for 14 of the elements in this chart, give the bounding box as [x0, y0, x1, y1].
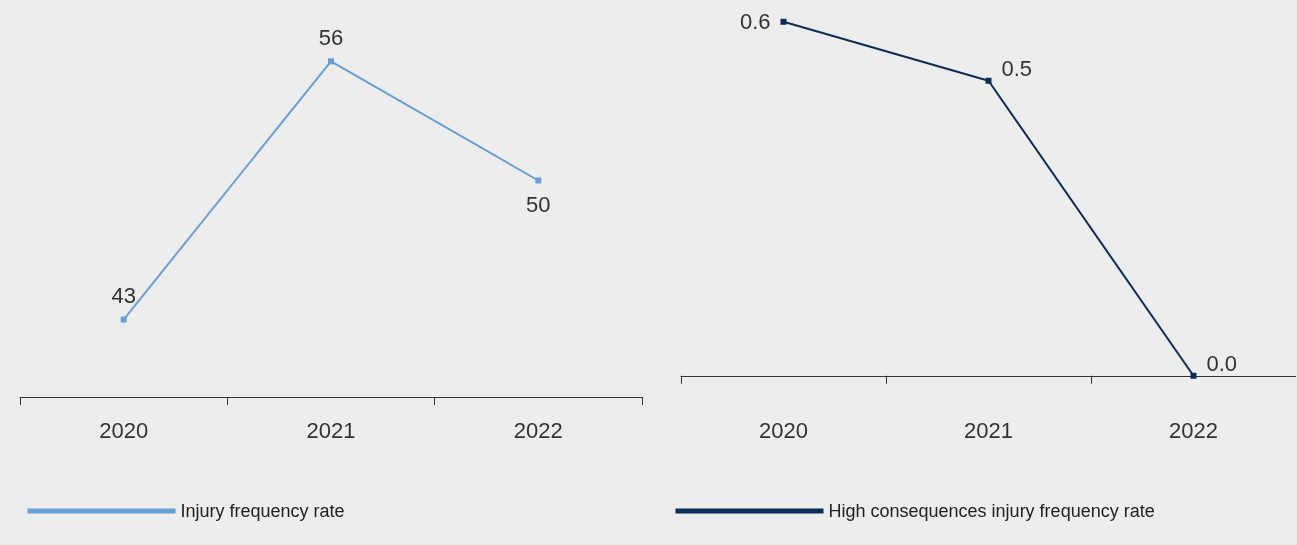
x-tick-label: 2021	[306, 417, 356, 443]
x-tick-label: 2020	[759, 417, 808, 443]
data-label: 0.6	[739, 9, 771, 35]
text: High consequences injury frequency rate	[828, 501, 1155, 521]
x-tick-label: 2022	[513, 417, 563, 443]
data-label: 50	[526, 191, 551, 217]
data-label: 43	[111, 283, 136, 309]
x-tick-label: 2021	[964, 417, 1013, 443]
data-label: 56	[318, 24, 344, 50]
x-tick-label: 2022	[1169, 417, 1218, 443]
text: Injury frequency rate	[180, 501, 345, 521]
data-label: 0.0	[1206, 351, 1238, 377]
x-tick-label: 2020	[99, 417, 149, 443]
data-label: 0.5	[1001, 56, 1033, 82]
